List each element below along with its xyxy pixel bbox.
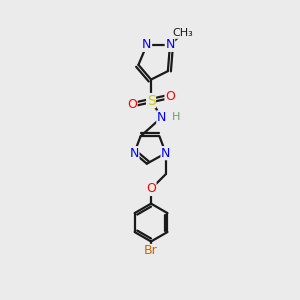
Text: Br: Br [144, 244, 158, 257]
Text: N: N [165, 38, 175, 51]
Text: N: N [142, 38, 152, 51]
Text: CH₃: CH₃ [172, 28, 193, 38]
Text: N: N [161, 147, 170, 160]
Text: N: N [157, 111, 166, 124]
Text: S: S [147, 94, 155, 108]
Text: N: N [130, 147, 139, 160]
Text: O: O [146, 182, 156, 195]
Text: O: O [127, 98, 137, 111]
Text: O: O [165, 90, 175, 103]
Text: H: H [172, 112, 181, 122]
